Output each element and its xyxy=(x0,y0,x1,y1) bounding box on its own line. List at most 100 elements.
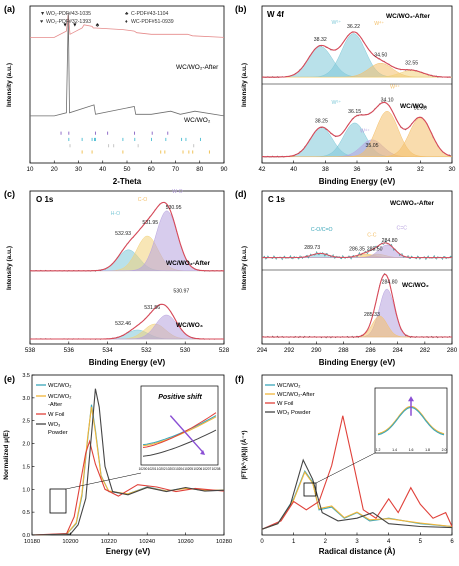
e-x-tick-label: 10260 xyxy=(178,539,194,545)
inset-f-tick-label: 2.0 xyxy=(442,448,447,452)
legend-f-after: WC/WO₂-After xyxy=(277,392,315,398)
y-ticks-e: 0.0 0.5 1.0 1.5 2.0 2.5 3.0 3.5 xyxy=(22,373,35,539)
legend-marker-wo2-1393: ♥ xyxy=(40,19,43,25)
species-label-b: W⁴⁺ xyxy=(374,21,384,27)
zoom-leader-f xyxy=(315,452,376,484)
x-ticks-b: 42 40 38 36 34 32 30 xyxy=(259,160,456,173)
e-y-tick-label: 1.0 xyxy=(22,487,30,493)
a-x-tick-label: 70 xyxy=(172,166,179,173)
f-x-tick-label: 0 xyxy=(260,539,264,545)
series-label-c-after: WC/WO₂-After xyxy=(166,260,211,267)
f-x-tick-label: 5 xyxy=(419,539,423,545)
c-x-tick-label: 536 xyxy=(64,347,75,354)
inset-f-plot xyxy=(377,396,445,436)
x-axis-label-b: Binding Energy (eV) xyxy=(319,177,396,186)
panel-b: (b) 38.3236.2234.5032.5538.2536.1535.053… xyxy=(235,4,456,186)
peak-label-c-wcwo3: 531.56 xyxy=(144,305,160,311)
y-axis-label-c: Intensity (a.u.) xyxy=(6,246,13,290)
shift-arrow-head xyxy=(200,450,206,456)
inset-e-plot xyxy=(142,412,217,457)
xanes-line-3 xyxy=(31,388,225,536)
w4f-wcwo2-fit-envelope xyxy=(262,101,451,158)
x-ticks-e: 10180 10200 10220 10240 10260 10280 xyxy=(24,532,232,545)
legend-wc-0939: WC-PDF#51-0939 xyxy=(131,19,174,25)
e-y-tick-label: 2.5 xyxy=(22,419,30,425)
peak-label-b-wcwo2: 35.05 xyxy=(366,143,379,149)
peak-label-d-after: 289.73 xyxy=(304,245,320,251)
species-label-c: C-O xyxy=(138,197,148,203)
peak-label-c-after: 531.95 xyxy=(142,220,158,226)
c-x-tick-label: 528 xyxy=(219,347,230,354)
species-label-d: C-O/C=O xyxy=(311,227,333,233)
xrd-line-wcwo2 xyxy=(30,12,225,117)
panel-d-plot: 289.73 286.35 285.50 284.80 C-O/C=O C-C C=C 284… xyxy=(261,226,453,339)
x-axis-label-d: Binding Energy (eV) xyxy=(319,358,396,367)
d-x-tick-label: 294 xyxy=(257,347,268,354)
b-x-tick-label: 36 xyxy=(354,166,361,173)
d-x-tick-label: 284 xyxy=(393,347,404,354)
o1s-wcwo3-component xyxy=(30,329,224,340)
zoom-leader-e xyxy=(65,472,142,490)
panel-e-frame xyxy=(31,374,225,536)
c-x-tick-label: 534 xyxy=(102,347,113,354)
panel-b-plot: 38.32 36.22 34.50 32.55 38.25 36.15 35.05 34.10… xyxy=(261,20,453,158)
a-x-tick-label: 50 xyxy=(124,166,131,173)
b-x-tick-label: 38 xyxy=(322,166,329,173)
x-axis-label-a: 2-Theta xyxy=(113,177,142,186)
e-x-tick-label: 10200 xyxy=(62,539,78,545)
phase-marker: ▼ xyxy=(62,22,67,28)
c1s-after-fit-envelope xyxy=(262,242,452,259)
legend-f-wcwo2: WC/WO₂ xyxy=(277,383,301,389)
x-ticks-c: 538 536 534 532 530 528 xyxy=(25,341,230,354)
series-label-wcwo2: WC/WO₂ xyxy=(184,117,211,124)
inset-f-arrow-head xyxy=(408,396,414,402)
series-label-b-wcwo2: WC/WO₂ xyxy=(400,103,427,110)
inset-e: Positive shift 10200 10201 10202 10203 10204… xyxy=(139,385,221,471)
e-y-tick-label: 3.5 xyxy=(22,373,30,379)
peak-label-b-wcwo2: 34.10 xyxy=(381,98,394,104)
c1s-wcwo2-component xyxy=(262,288,452,338)
a-x-tick-label: 60 xyxy=(148,166,155,173)
species-label-b: W⁶⁺ xyxy=(332,20,342,26)
e-y-tick-label: 2.0 xyxy=(22,442,30,448)
phase-marker: ▼ xyxy=(72,22,77,28)
zoom-box-f xyxy=(303,482,317,497)
inset-f-xticks: 1.2 1.4 1.6 1.8 2.0 xyxy=(376,448,447,452)
xanes-line-2 xyxy=(31,439,225,536)
panel-e-legend: WC/WO₂ WC/WO₂ -After W Foil WO₃ Powder xyxy=(36,383,72,436)
f-x-tick-label: 6 xyxy=(450,539,454,545)
inset-e-tick-label: 10208 xyxy=(212,467,221,471)
species-label-b: W⁴⁺ xyxy=(390,85,400,91)
species-label-d: C-C xyxy=(367,233,376,239)
c-x-tick-label: 532 xyxy=(141,347,152,354)
peak-label-b-wcwo2: 36.15 xyxy=(348,109,361,115)
b-x-tick-label: 30 xyxy=(449,166,456,173)
legend-e-after-2: -After xyxy=(48,402,62,408)
panel-e-label: (e) xyxy=(4,374,15,384)
w4f-after-component xyxy=(262,33,452,78)
x-axis-label-e: Energy (eV) xyxy=(106,547,151,556)
inset-e-tick-label: 10206 xyxy=(193,467,202,471)
peak-label-d-after: 286.35 xyxy=(349,247,365,253)
panel-f-label: (f) xyxy=(235,374,244,384)
b-x-tick-label: 42 xyxy=(259,166,266,173)
legend-e-wo3-1: WO₃ xyxy=(48,422,61,428)
e-x-tick-label: 10180 xyxy=(24,539,40,545)
legend-e-wcwo2: WC/WO₂ xyxy=(48,383,72,389)
series-label-d-after: WC/WO₂-After xyxy=(390,200,435,207)
e-x-tick-label: 10220 xyxy=(101,539,117,545)
series-label-c-wcwo3: WC/WO₃ xyxy=(176,322,203,329)
peak-label-d-wcwo2: 285.33 xyxy=(364,312,380,318)
panel-d-frame xyxy=(261,190,453,345)
inset-e-tick-label: 10200 xyxy=(139,467,148,471)
b-x-tick-label: 40 xyxy=(290,166,297,173)
peak-label-b-after: 34.50 xyxy=(374,52,387,58)
inset-e-tick-label: 10202 xyxy=(157,467,166,471)
legend-c-1104: C-PDF#43-1104 xyxy=(131,11,169,17)
o1s-wcwo3-fit-envelope xyxy=(30,303,224,340)
inset-f-frame xyxy=(374,387,448,454)
panel-a-plot: ▼ ▼ ♣ xyxy=(30,12,225,154)
series-label-after: WC/WO₂-After xyxy=(176,64,219,71)
panel-b-label: (b) xyxy=(235,4,247,14)
